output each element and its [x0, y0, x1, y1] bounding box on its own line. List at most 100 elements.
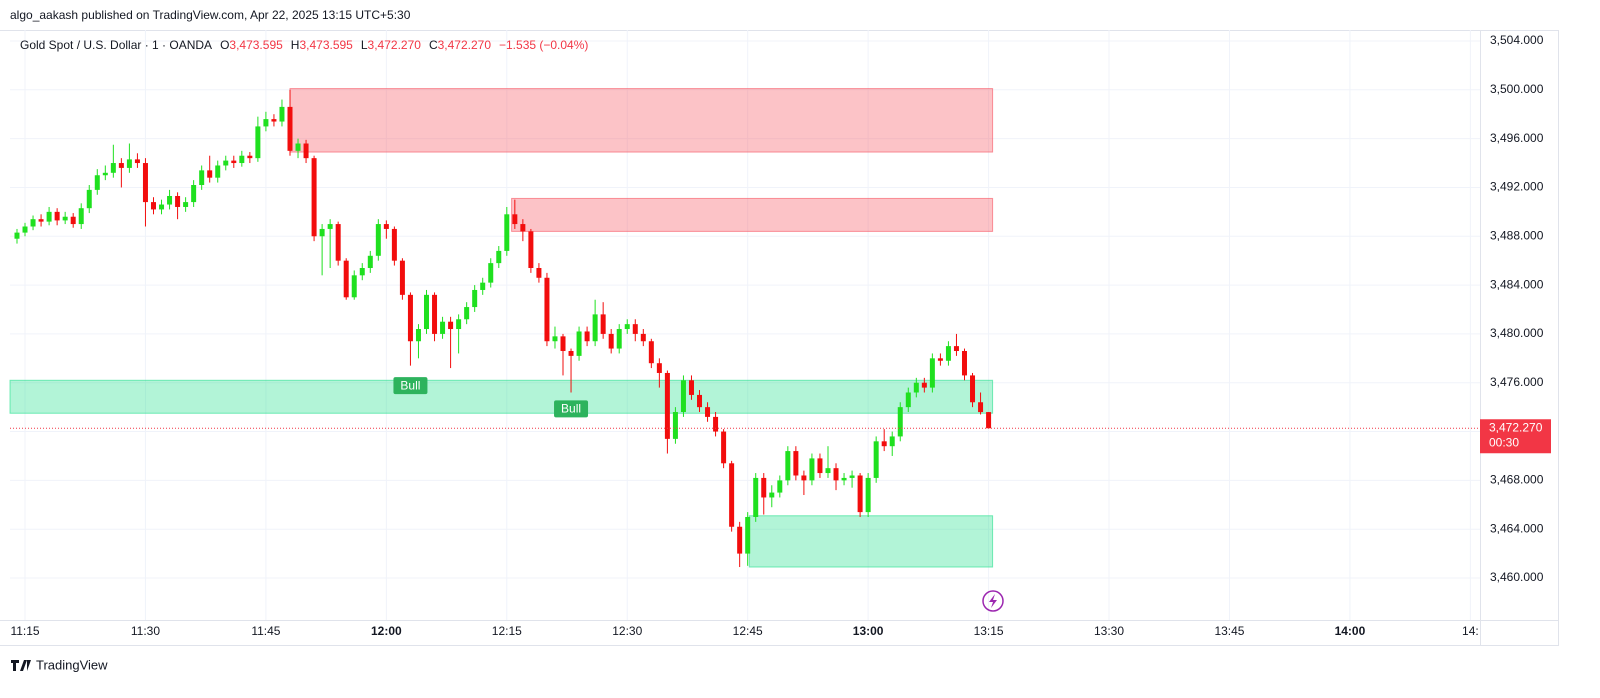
- x-tick-label: 11:15: [10, 624, 39, 638]
- y-tick-label: 3,504.000: [1490, 33, 1544, 47]
- candle-body: [857, 475, 863, 513]
- candle-body: [929, 358, 935, 388]
- candle-body: [953, 346, 959, 351]
- candle-body: [391, 228, 397, 261]
- candle-body: [769, 492, 775, 498]
- legend-key: H: [291, 38, 300, 52]
- candle-body: [150, 202, 156, 210]
- candle-body: [247, 155, 253, 159]
- x-tick-label: 12:45: [733, 624, 763, 638]
- overlay: Bull Bull: [10, 377, 1480, 429]
- x-tick-label: 11:30: [131, 624, 160, 638]
- candle-body: [464, 307, 470, 320]
- candle-body: [335, 224, 341, 261]
- candle-body: [841, 477, 847, 481]
- countdown: 00:30: [1489, 435, 1519, 449]
- candle-body: [327, 224, 333, 229]
- candle-body: [319, 228, 325, 237]
- candle-body: [199, 170, 205, 186]
- y-tick-label: 3,484.000: [1490, 277, 1544, 291]
- zone: [748, 515, 994, 568]
- candle-body: [520, 224, 526, 232]
- candle-body: [102, 172, 108, 176]
- candle-body: [881, 441, 887, 447]
- candle-body: [167, 195, 173, 205]
- candle-body: [407, 294, 413, 342]
- candle-body: [54, 211, 60, 221]
- brand: TradingView: [36, 657, 108, 672]
- candle-body: [110, 163, 116, 173]
- y-tick-label: 3,468.000: [1490, 473, 1544, 487]
- candle-body: [825, 468, 831, 474]
- candle-body: [817, 458, 823, 474]
- legend-key: O: [220, 38, 229, 52]
- candle-body: [175, 195, 181, 207]
- zone: [511, 197, 994, 232]
- x-tick-label: 11:45: [251, 624, 280, 638]
- candle-body: [94, 175, 100, 190]
- candle-body: [271, 119, 277, 122]
- candle-body: [480, 282, 486, 290]
- zone: [289, 88, 994, 153]
- candle-body: [544, 277, 550, 342]
- candle-body: [970, 375, 976, 403]
- candle-body: [624, 324, 630, 330]
- candle-body: [986, 412, 992, 429]
- y-tick-label: 3,500.000: [1490, 82, 1544, 96]
- annotation-box: [554, 400, 589, 418]
- candle-body: [632, 324, 638, 334]
- candle-body: [737, 526, 743, 554]
- grid: [10, 30, 1480, 620]
- x-tick-label: 13:00: [853, 624, 884, 638]
- candle-body: [440, 321, 446, 334]
- candle-body: [311, 158, 317, 237]
- candle-body: [223, 160, 229, 166]
- legend: Gold Spot / U.S. Dollar · 1 · OANDA O3,47…: [20, 38, 588, 52]
- candle-body: [367, 255, 373, 269]
- candle-body: [456, 319, 462, 330]
- candle-body: [239, 155, 245, 164]
- candle-body: [672, 412, 678, 439]
- candle-body: [592, 314, 598, 342]
- candle-body: [134, 159, 140, 164]
- candle-body: [38, 219, 44, 222]
- candle-body: [118, 163, 124, 168]
- candle-body: [343, 260, 349, 298]
- legend-value: 3,473.595: [229, 38, 283, 52]
- candle-body: [664, 372, 670, 439]
- candle-body: [375, 224, 381, 256]
- x-tick-label: 13:30: [1094, 624, 1124, 638]
- x-tick-label: 13:15: [974, 624, 1004, 638]
- x-tick-label: 13:45: [1214, 624, 1244, 638]
- candle-body: [496, 250, 502, 264]
- candle-body: [640, 333, 646, 342]
- candle-body: [287, 106, 293, 151]
- candle-body: [560, 336, 566, 351]
- y-tick-label: 3,488.000: [1490, 228, 1544, 242]
- candle-body: [568, 350, 574, 356]
- candle-body: [777, 480, 783, 493]
- candle-body: [399, 260, 405, 295]
- last-price-box: [1480, 419, 1551, 454]
- y-tick-label: 3,460.000: [1490, 570, 1544, 584]
- legend-key: L: [361, 38, 368, 52]
- candle-body: [897, 407, 903, 437]
- candle-body: [801, 475, 807, 481]
- candle-body: [945, 346, 951, 361]
- candle-body: [713, 416, 719, 432]
- candle-body: [745, 516, 751, 554]
- candle-body: [680, 380, 686, 413]
- candle-body: [688, 380, 694, 395]
- x-tick-label: 12:30: [612, 624, 642, 638]
- candle-body: [415, 329, 421, 342]
- candle-body: [761, 477, 767, 498]
- candle-body: [303, 143, 309, 159]
- candle-body: [78, 208, 84, 225]
- legend-value: 3,472.270: [438, 38, 492, 52]
- candle-body: [14, 232, 20, 239]
- candle-body: [849, 475, 855, 478]
- x-tick-label: 14:: [1462, 624, 1479, 638]
- candle-body: [809, 458, 815, 481]
- candle-body: [142, 163, 148, 203]
